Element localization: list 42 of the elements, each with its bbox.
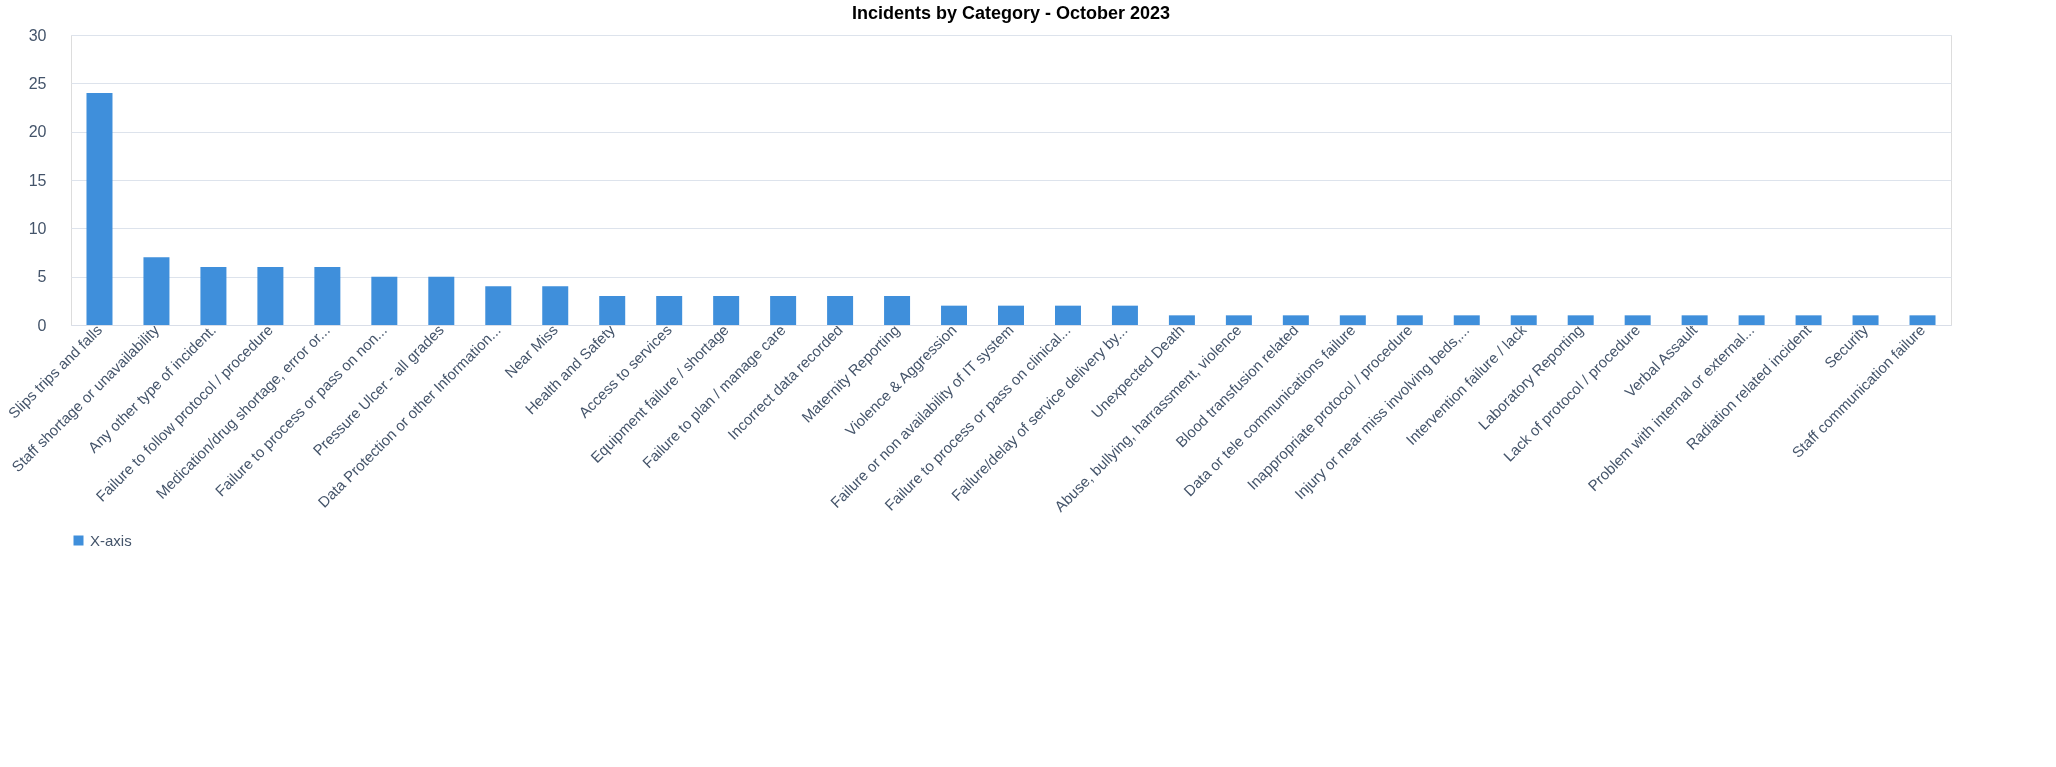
bar — [1453, 315, 1480, 325]
bar — [1567, 315, 1594, 325]
y-tick-label: 15 — [28, 171, 47, 189]
bar — [86, 93, 113, 325]
bar — [1225, 315, 1252, 325]
bar — [599, 296, 626, 325]
bar — [998, 305, 1024, 325]
bar — [542, 286, 569, 325]
bar — [1282, 315, 1309, 325]
bar — [1852, 315, 1879, 325]
bar — [1396, 315, 1423, 325]
chart-title: Incidents by Category - October 2023 — [851, 3, 1171, 23]
bar — [1339, 315, 1366, 325]
y-tick-label: 0 — [37, 316, 47, 334]
bar — [143, 257, 170, 325]
y-tick-label: 20 — [28, 123, 47, 141]
bar — [656, 296, 683, 325]
bar — [884, 296, 911, 325]
bar — [770, 296, 797, 325]
legend-label: X-axis — [90, 531, 132, 549]
bar — [314, 267, 341, 325]
bar — [200, 267, 227, 325]
bar — [941, 305, 968, 325]
bar — [428, 276, 455, 325]
bar — [1054, 305, 1081, 325]
y-tick-label: 10 — [28, 219, 47, 237]
bar — [1738, 315, 1765, 325]
bar — [1681, 315, 1708, 325]
bar — [1111, 305, 1138, 325]
bar — [1510, 315, 1537, 325]
bar — [1795, 315, 1822, 325]
bar — [827, 296, 854, 325]
y-tick-label: 5 — [37, 268, 47, 286]
bar — [713, 296, 740, 325]
bar — [371, 276, 398, 325]
bar — [485, 286, 512, 325]
bar — [1909, 315, 1936, 325]
y-tick-label: 25 — [28, 74, 47, 92]
bar — [1168, 315, 1195, 325]
bar — [1624, 315, 1651, 325]
bar — [257, 267, 284, 325]
y-tick-label: 30 — [28, 26, 47, 44]
